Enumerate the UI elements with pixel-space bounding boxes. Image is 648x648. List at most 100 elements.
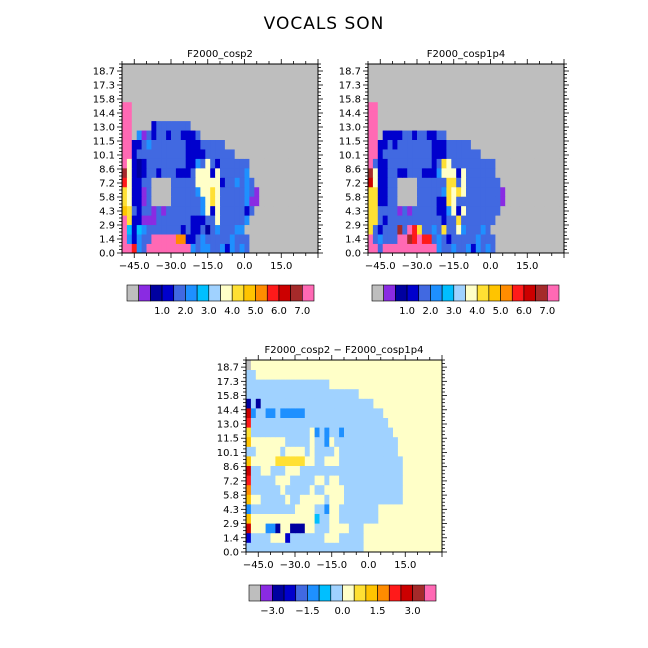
heatmap-cell xyxy=(319,513,325,524)
heatmap-cell xyxy=(417,532,423,543)
heatmap-cell xyxy=(387,101,393,112)
heatmap-cell xyxy=(475,111,482,122)
heatmap-cell xyxy=(392,224,398,235)
heatmap-cell xyxy=(402,205,408,216)
heatmap-cell xyxy=(136,101,142,112)
heatmap-cell xyxy=(303,215,309,226)
heatmap-cell xyxy=(417,494,423,505)
heatmap-cell xyxy=(269,111,275,122)
heatmap-cell xyxy=(215,82,221,93)
heatmap-cell xyxy=(290,532,296,543)
heatmap-cell xyxy=(278,234,285,244)
heatmap-cell xyxy=(368,101,374,112)
heatmap-cell xyxy=(524,149,531,159)
heatmap-cell xyxy=(171,101,177,112)
heatmap-cell xyxy=(397,92,403,103)
heatmap-cell xyxy=(348,504,355,514)
heatmap-cell xyxy=(485,177,491,188)
heatmap-cell xyxy=(304,494,311,505)
heatmap-cell xyxy=(141,234,147,244)
heatmap-cell xyxy=(388,379,394,390)
heatmap-cell xyxy=(313,177,319,188)
heatmap-cell xyxy=(368,542,374,553)
heatmap-cell xyxy=(275,436,281,447)
heatmap-cell xyxy=(190,158,196,169)
heatmap-cell xyxy=(358,523,364,534)
heatmap-cell xyxy=(171,92,177,103)
heatmap-cell xyxy=(275,504,281,514)
heatmap-cell xyxy=(505,215,511,226)
heatmap-cell xyxy=(234,186,240,197)
heatmap-cell xyxy=(265,542,271,553)
heatmap-cell xyxy=(387,120,393,131)
heatmap-cell xyxy=(314,475,320,486)
heatmap-cell xyxy=(303,205,309,216)
heatmap-cell xyxy=(368,149,374,159)
heatmap-cell xyxy=(397,427,404,438)
heatmap-cell xyxy=(412,369,418,380)
heatmap-cell xyxy=(397,120,403,131)
heatmap-cell xyxy=(353,523,360,534)
heatmap-cell xyxy=(407,446,413,457)
heatmap-cell xyxy=(273,111,280,122)
colorbar-swatch xyxy=(318,584,332,602)
heatmap-cell xyxy=(283,186,289,197)
heatmap-cell xyxy=(304,446,311,457)
heatmap-cell xyxy=(131,111,138,122)
heatmap-cell xyxy=(185,234,191,244)
x-tick-label: −15.0 xyxy=(316,560,347,571)
heatmap-cell xyxy=(431,139,437,150)
heatmap-cell xyxy=(373,504,379,514)
heatmap-cell xyxy=(426,73,433,84)
heatmap-cell xyxy=(141,111,147,122)
heatmap-cell xyxy=(254,196,260,207)
heatmap-cell xyxy=(397,456,404,466)
heatmap-cell xyxy=(339,427,345,438)
heatmap-cell xyxy=(544,120,550,131)
colorbar-swatch xyxy=(523,284,536,302)
heatmap-cell xyxy=(293,101,299,112)
heatmap-cell xyxy=(387,186,393,197)
heatmap-cell xyxy=(329,408,335,418)
heatmap-cell xyxy=(378,436,384,447)
heatmap-cell xyxy=(353,456,360,466)
heatmap-cell xyxy=(382,82,388,93)
heatmap-cell xyxy=(122,243,128,254)
heatmap-cell xyxy=(451,205,457,216)
heatmap-cell xyxy=(466,196,472,207)
heatmap-cell xyxy=(456,215,462,226)
heatmap-cell xyxy=(437,398,443,409)
heatmap-cell xyxy=(451,158,457,169)
heatmap-cell xyxy=(161,177,167,188)
heatmap-cell xyxy=(151,224,157,235)
heatmap-cell xyxy=(426,234,433,244)
heatmap-cell xyxy=(377,186,384,197)
heatmap-cell xyxy=(185,139,191,150)
heatmap-cell xyxy=(422,360,428,370)
heatmap-cell xyxy=(309,484,315,495)
heatmap-cell xyxy=(363,446,369,457)
heatmap-cell xyxy=(200,243,206,254)
heatmap-cell xyxy=(392,139,398,150)
heatmap-cell xyxy=(407,224,413,235)
y-tick-label: 14.4 xyxy=(217,405,239,416)
heatmap-cell xyxy=(259,167,265,178)
heatmap-cell xyxy=(524,120,531,131)
heatmap-cell xyxy=(329,369,335,380)
heatmap-cell xyxy=(255,427,262,438)
heatmap-cell xyxy=(122,82,128,93)
heatmap-cell xyxy=(417,111,423,122)
heatmap-cell xyxy=(417,484,423,495)
heatmap-cell xyxy=(290,436,296,447)
heatmap-cell xyxy=(426,243,433,254)
heatmap-cell xyxy=(156,205,162,216)
heatmap-cell xyxy=(456,205,462,216)
heatmap-cell xyxy=(402,120,408,131)
heatmap-cell xyxy=(298,215,304,226)
heatmap-cell xyxy=(319,484,325,495)
heatmap-cell xyxy=(441,177,447,188)
heatmap-cell xyxy=(353,504,360,514)
heatmap-cell xyxy=(510,243,516,254)
heatmap-cell xyxy=(397,417,404,428)
heatmap-cell xyxy=(515,139,521,150)
